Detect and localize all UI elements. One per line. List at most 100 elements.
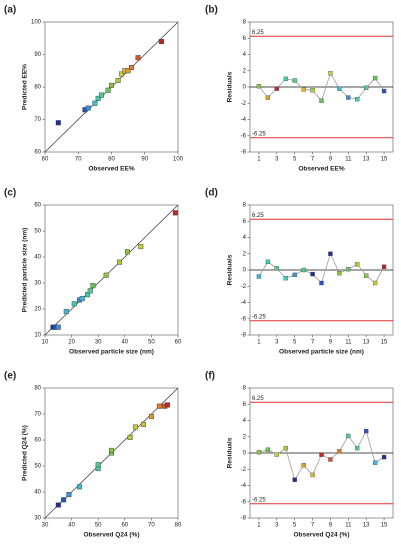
point — [319, 98, 324, 103]
y-tick-label: 60 — [34, 150, 41, 156]
y-tick-label: -6 — [241, 316, 247, 322]
x-tick-label: 15 — [381, 340, 388, 346]
x-tick-label: 60 — [175, 340, 182, 346]
y-tick-label: 6 — [243, 219, 247, 225]
point — [55, 324, 61, 330]
point — [337, 271, 342, 276]
reference-label: 6.25 — [252, 30, 264, 36]
point — [158, 39, 164, 45]
point — [265, 95, 271, 100]
reference-label: -6.25 — [252, 497, 266, 503]
x-tick-label: 1 — [257, 157, 261, 163]
x-tick-label: 11 — [345, 340, 352, 346]
point — [105, 87, 111, 93]
fit-line — [44, 204, 179, 336]
y-tick-label: 30 — [34, 516, 41, 522]
point — [364, 428, 369, 434]
x-tick-label: 70 — [75, 157, 82, 163]
y-tick-label: 20 — [34, 307, 41, 313]
plot-frame — [44, 204, 179, 336]
point — [310, 271, 315, 277]
point — [372, 460, 378, 465]
point — [364, 85, 369, 90]
y-axis-title: Predicted EE% — [22, 64, 29, 110]
y-tick-label: 8 — [243, 386, 247, 392]
point — [118, 71, 124, 77]
y-tick-label: -4 — [241, 300, 247, 306]
x-tick-label: 9 — [329, 340, 333, 346]
y-tick-label: 100 — [31, 20, 42, 26]
y-axis-title: Predicted Q24 (%) — [22, 425, 29, 481]
x-tick-label: 30 — [42, 523, 49, 529]
point — [256, 84, 262, 89]
x-tick-label: 13 — [363, 157, 370, 163]
point — [116, 259, 122, 265]
y-tick-label: 10 — [34, 333, 41, 339]
point — [328, 457, 333, 462]
y-tick-label: 50 — [34, 464, 41, 470]
point — [301, 267, 306, 273]
point — [319, 452, 324, 457]
point — [95, 462, 101, 468]
point — [132, 424, 138, 430]
x-tick-label: 7 — [311, 157, 315, 163]
reference-label: 6.25 — [252, 213, 264, 219]
point — [283, 76, 288, 82]
x-tick-label: 5 — [293, 340, 297, 346]
y-tick-label: 60 — [34, 203, 41, 209]
point — [63, 309, 69, 315]
y-tick-label: 90 — [34, 52, 41, 58]
point — [115, 77, 121, 83]
x-tick-label: 7 — [311, 340, 315, 346]
point — [125, 68, 131, 74]
x-tick-label: 10 — [42, 340, 49, 346]
x-tick-label: 40 — [68, 523, 75, 529]
point — [310, 88, 315, 93]
x-tick-label: 50 — [148, 340, 155, 346]
y-tick-label: -8 — [241, 150, 247, 156]
point — [156, 403, 162, 409]
point — [337, 86, 342, 91]
x-tick-label: 15 — [381, 157, 388, 163]
point — [265, 447, 271, 452]
panel-label: (f) — [205, 371, 215, 382]
x-tick-label: 11 — [345, 157, 352, 163]
x-tick-label: 1 — [257, 523, 261, 529]
point — [328, 71, 333, 76]
point — [319, 280, 324, 286]
point — [274, 452, 279, 457]
plot-frame — [44, 387, 179, 519]
point — [265, 259, 271, 265]
point — [274, 86, 279, 91]
y-tick-label: -2 — [241, 101, 247, 107]
x-tick-label: 9 — [329, 523, 333, 529]
y-tick-label: -6 — [241, 133, 247, 139]
y-tick-label: 0 — [243, 451, 247, 457]
y-tick-label: -4 — [241, 117, 247, 123]
x-tick-label: 9 — [329, 157, 333, 163]
point — [85, 292, 91, 298]
point — [256, 450, 262, 455]
x-tick-label: 90 — [141, 157, 148, 163]
point — [138, 244, 144, 250]
y-tick-label: 4 — [243, 235, 247, 241]
point — [127, 434, 133, 440]
y-tick-label: -4 — [241, 483, 247, 489]
point — [135, 55, 141, 61]
y-tick-label: 8 — [243, 203, 247, 209]
point — [108, 82, 114, 88]
y-tick-label: 40 — [34, 490, 41, 496]
point — [61, 497, 67, 503]
point — [355, 445, 360, 451]
point — [346, 267, 351, 272]
point — [292, 477, 297, 482]
y-tick-label: -2 — [241, 284, 247, 290]
y-tick-label: 60 — [34, 438, 41, 444]
x-axis-title: Observed particle size (nm) — [69, 349, 154, 356]
point — [355, 262, 360, 267]
point — [328, 251, 333, 256]
point — [301, 463, 306, 468]
point — [66, 492, 72, 498]
point — [310, 472, 315, 478]
x-tick-label: 50 — [95, 523, 102, 529]
